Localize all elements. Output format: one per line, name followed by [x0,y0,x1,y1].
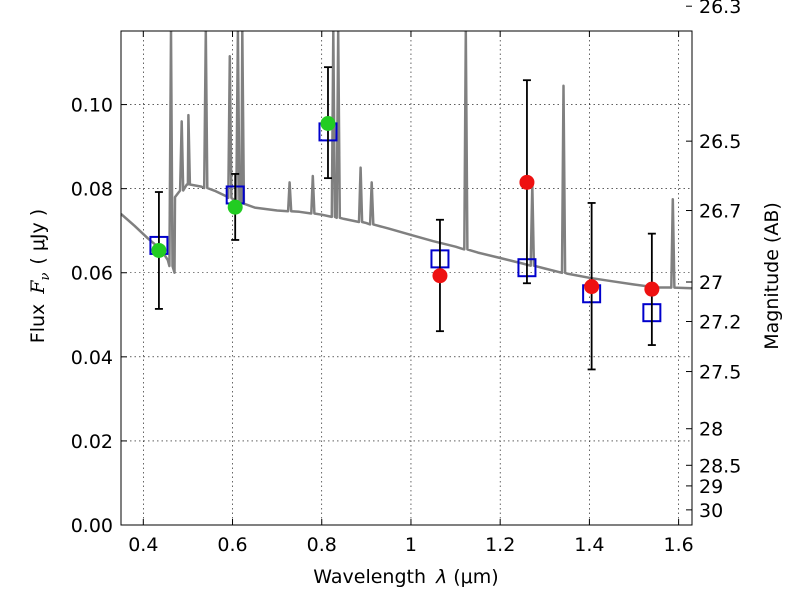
x-tick-label: 1 [405,534,417,556]
right-tick-label: 26.5 [699,131,741,153]
data-points [149,66,662,371]
y-tick-label: 0.00 [71,515,113,537]
observed_optical-marker [320,115,336,131]
y-axis-right-label: Magnitude (AB) [761,202,783,350]
right-tick-label: 29 [699,476,723,498]
right-tick-label: 27 [699,272,723,294]
model-spectrum [121,31,692,290]
right-tick-label: 30 [699,500,723,522]
right-tick-label: 28.5 [699,455,741,477]
x-tick-label: 1.2 [485,534,515,556]
x-tick-label: 0.4 [128,534,158,556]
right-tick-label: 28 [699,419,723,441]
observed_nir-marker [644,281,660,297]
observed_nir-marker [584,279,600,295]
y-axis-label: FluxFν( μJy ) [27,209,53,343]
right-tick-label: 26.3 [699,0,741,18]
right-tick-label: 27.5 [699,362,741,384]
axes: 0.4 0.6 0.8 1 1.2 1.4 1.6 0.00 0.02 0.04 0.06 0.08 0… [71,0,742,556]
observed_optical-marker [151,242,167,258]
x-tick-label: 1.4 [574,534,604,556]
right-tick-label: 27.2 [699,312,741,334]
y-tick-label: 0.06 [71,263,113,285]
observed_optical-marker [227,199,243,215]
y-tick-label: 0.04 [71,347,113,369]
spectrum-line [121,31,692,290]
plot-frame [120,30,693,526]
x-tick-label: 0.6 [217,534,247,556]
y-tick-label: 0.02 [71,431,113,453]
y-tick-label: 0.10 [71,95,113,117]
observed_nir-marker [519,174,535,190]
x-tick-label: 0.8 [307,534,337,556]
observed_nir-marker [432,268,448,284]
x-axis-label: Wavelength λ (μm) [313,566,498,588]
x-tick-label: 1.6 [664,534,694,556]
y-tick-label: 0.08 [71,179,113,201]
right-tick-label: 26.7 [699,201,741,223]
